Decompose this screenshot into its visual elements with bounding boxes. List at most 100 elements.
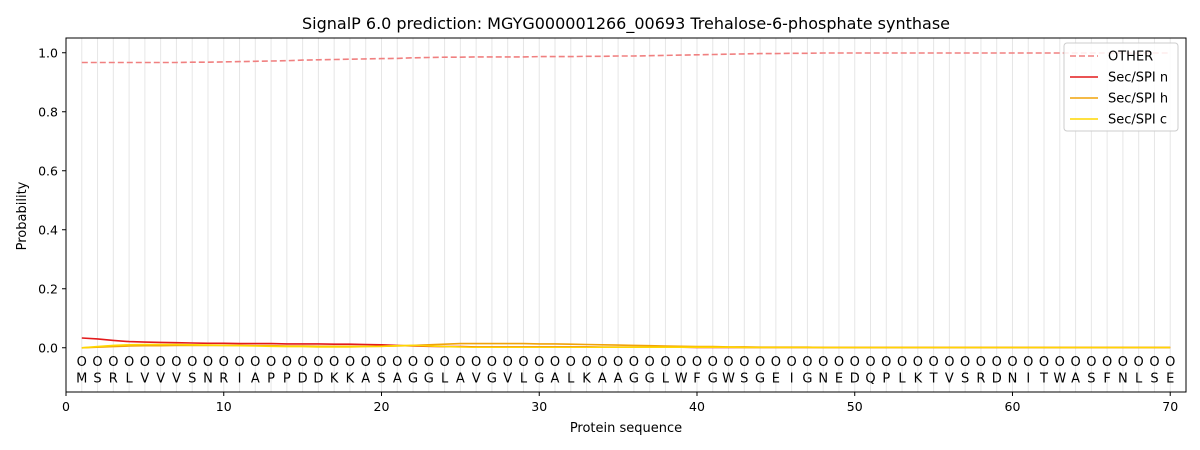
series-line-other: [81, 52, 1171, 64]
region-label: O: [944, 355, 954, 370]
region-label: O: [1149, 355, 1159, 370]
residue-label: L: [520, 371, 528, 386]
region-label: O: [1165, 355, 1175, 370]
residue-label: V: [472, 371, 481, 386]
region-label: O: [1086, 355, 1096, 370]
region-label: O: [613, 355, 623, 370]
region-label: O: [156, 355, 166, 370]
residue-label: V: [140, 371, 149, 386]
y-tick-label: 0.8: [38, 104, 58, 119]
region-label: O: [1102, 355, 1112, 370]
region-label: O: [392, 355, 402, 370]
region-label: O: [865, 355, 875, 370]
residue-label: A: [598, 371, 607, 386]
region-label: O: [1039, 355, 1049, 370]
residue-label: I: [790, 371, 794, 386]
residue-label: R: [109, 371, 118, 386]
residue-label: A: [251, 371, 260, 386]
region-label: O: [881, 355, 891, 370]
region-label: O: [660, 355, 670, 370]
residue-label: S: [93, 371, 101, 386]
residue-label: P: [882, 371, 890, 386]
residue-label: V: [945, 371, 954, 386]
region-label: O: [171, 355, 181, 370]
grid-lines: [81, 38, 1171, 392]
residue-label: D: [298, 371, 308, 386]
residue-label: N: [818, 371, 828, 386]
region-label: O: [597, 355, 607, 370]
residue-label: D: [850, 371, 860, 386]
x-tick-label: 10: [216, 399, 232, 414]
region-label: O: [408, 355, 418, 370]
residue-label: K: [582, 371, 591, 386]
region-label: O: [739, 355, 749, 370]
residue-label: S: [961, 371, 969, 386]
residue-label: G: [534, 371, 544, 386]
residue-label: G: [645, 371, 655, 386]
region-label: O: [897, 355, 907, 370]
region-label: O: [518, 355, 528, 370]
residue-label: S: [1087, 371, 1095, 386]
series-lines: [81, 52, 1171, 349]
region-label: O: [140, 355, 150, 370]
region-label: O: [503, 355, 513, 370]
y-tick-label: 0.6: [38, 163, 58, 178]
legend-label: Sec/SPI h: [1108, 92, 1168, 107]
residue-label: G: [629, 371, 639, 386]
region-label: O: [976, 355, 986, 370]
y-tick-label: 0.2: [38, 281, 58, 296]
region-label: O: [1023, 355, 1033, 370]
region-label: O: [960, 355, 970, 370]
region-label: O: [455, 355, 465, 370]
region-label: O: [708, 355, 718, 370]
residue-label: S: [188, 371, 196, 386]
residue-label: R: [976, 371, 985, 386]
residue-label: G: [755, 371, 765, 386]
residue-label: A: [1071, 371, 1080, 386]
x-tick-label: 50: [847, 399, 863, 414]
region-label: O: [376, 355, 386, 370]
residue-label: T: [929, 371, 938, 386]
region-label: O: [534, 355, 544, 370]
region-label: O: [676, 355, 686, 370]
region-label: O: [92, 355, 102, 370]
region-label: O: [850, 355, 860, 370]
legend-label: OTHER: [1108, 50, 1153, 65]
region-label: O: [581, 355, 591, 370]
series-line-sec-spi-c: [81, 343, 1171, 349]
residue-label: W: [675, 371, 688, 386]
region-label: O: [487, 355, 497, 370]
residue-label: G: [802, 371, 812, 386]
region-label: O: [1118, 355, 1128, 370]
region-label: O: [77, 355, 87, 370]
region-label: O: [282, 355, 292, 370]
x-tick-label: 70: [1162, 399, 1178, 414]
region-label: O: [1007, 355, 1017, 370]
residue-label: R: [219, 371, 228, 386]
residue-label: P: [283, 371, 291, 386]
region-label: O: [550, 355, 560, 370]
residue-label: M: [76, 371, 87, 386]
region-label: O: [913, 355, 923, 370]
residue-label: A: [551, 371, 560, 386]
x-axis-label: Protein sequence: [570, 421, 682, 436]
residue-markers: OMOSOROLOVOVOVOSONOROIOAOPOPODODOKOKOAOS…: [76, 355, 1175, 386]
region-label: O: [313, 355, 323, 370]
region-label: O: [629, 355, 639, 370]
region-label: O: [566, 355, 576, 370]
residue-label: T: [1039, 371, 1048, 386]
residue-label: G: [487, 371, 497, 386]
residue-label: D: [992, 371, 1002, 386]
residue-label: A: [614, 371, 623, 386]
region-label: O: [834, 355, 844, 370]
region-label: O: [1134, 355, 1144, 370]
residue-label: W: [722, 371, 735, 386]
region-label: O: [787, 355, 797, 370]
y-tick-label: 0.0: [38, 340, 58, 355]
region-label: O: [266, 355, 276, 370]
region-label: O: [471, 355, 481, 370]
region-label: O: [755, 355, 765, 370]
region-label: O: [234, 355, 244, 370]
legend-label: Sec/SPI c: [1108, 113, 1167, 128]
